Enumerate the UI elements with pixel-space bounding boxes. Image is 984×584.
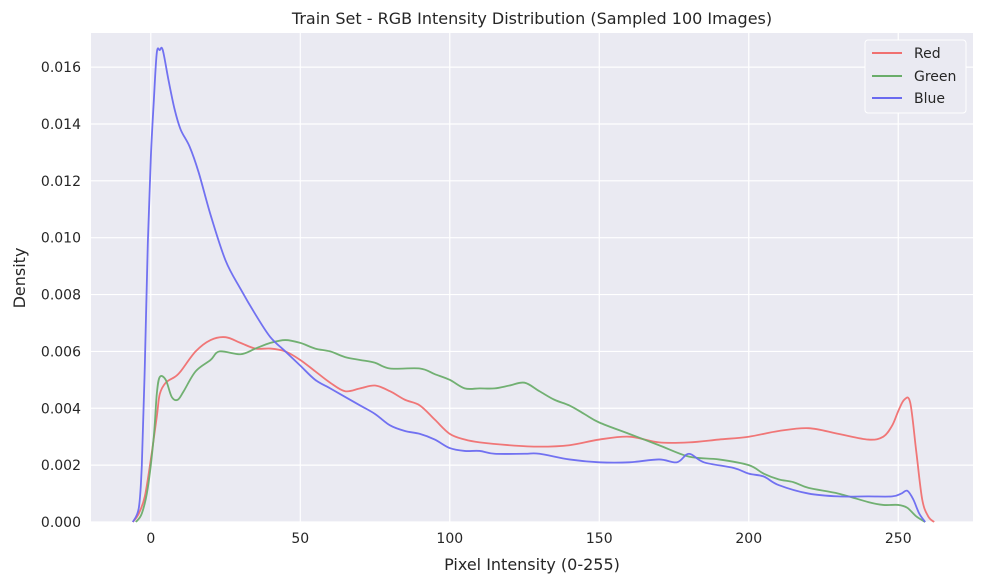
series-lines bbox=[132, 46, 935, 523]
series-line-green bbox=[135, 339, 926, 523]
x-tick-label: 150 bbox=[586, 531, 613, 547]
legend-label-green: Green bbox=[914, 69, 956, 85]
chart-title: Train Set - RGB Intensity Distribution (… bbox=[291, 9, 772, 28]
y-tick-label: 0.008 bbox=[41, 288, 81, 304]
x-tick-label: 0 bbox=[146, 531, 155, 547]
y-tick-label: 0.006 bbox=[41, 344, 81, 360]
x-tick-label: 250 bbox=[885, 531, 912, 547]
grid-lines bbox=[91, 33, 973, 523]
y-tick-labels: 0.000 0.002 0.004 0.006 0.008 0.010 0.012 0.014… bbox=[41, 60, 81, 531]
x-tick-label: 200 bbox=[735, 531, 762, 547]
y-tick-label: 0.012 bbox=[41, 174, 81, 190]
x-tick-label: 50 bbox=[291, 531, 309, 547]
x-axis-title: Pixel Intensity (0-255) bbox=[444, 555, 620, 574]
y-tick-label: 0.016 bbox=[41, 60, 81, 76]
x-tick-labels: 0 50 100 150 200 250 bbox=[146, 531, 911, 547]
legend-frame bbox=[864, 39, 967, 114]
y-tick-label: 0.000 bbox=[41, 515, 81, 531]
y-tick-label: 0.010 bbox=[41, 231, 81, 247]
y-tick-label: 0.014 bbox=[41, 117, 81, 133]
legend-label-blue: Blue bbox=[914, 91, 945, 107]
legend-label-red: Red bbox=[914, 46, 941, 62]
series-line-blue bbox=[132, 46, 926, 523]
legend: Red Green Blue bbox=[864, 39, 967, 114]
plot-background bbox=[91, 33, 973, 522]
y-tick-label: 0.004 bbox=[41, 401, 81, 417]
y-axis-title: Density bbox=[10, 248, 29, 309]
x-tick-label: 100 bbox=[436, 531, 463, 547]
y-tick-label: 0.002 bbox=[41, 458, 81, 474]
series-line-red bbox=[132, 336, 935, 523]
